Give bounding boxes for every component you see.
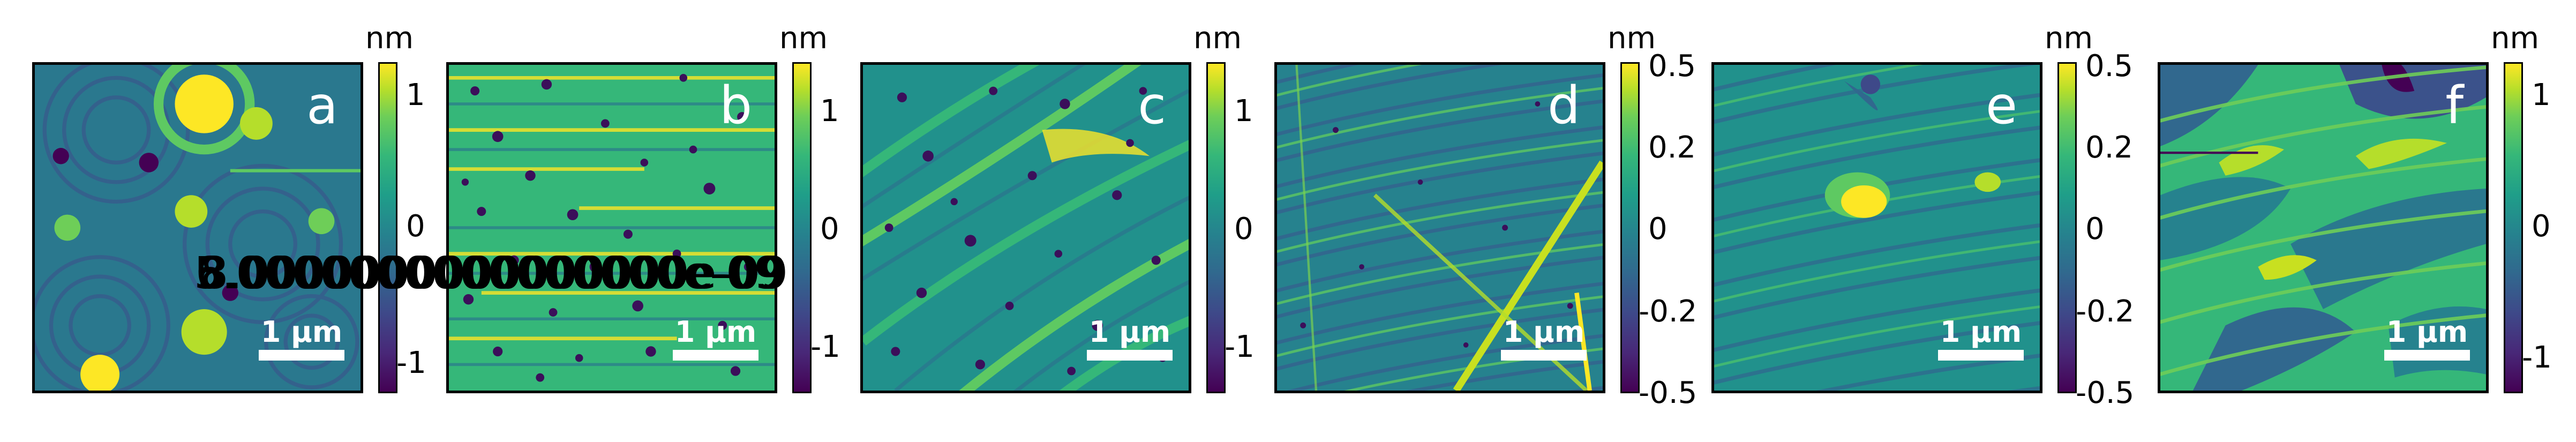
colorbar-tick: -1 — [2522, 340, 2552, 375]
scale-bar: 1 μm — [1087, 318, 1173, 361]
height-map-image — [1714, 65, 2040, 391]
colorbar-tick: -0.5 — [1639, 376, 1698, 410]
overlap-text-2: 3.0000000000000000e-09 — [197, 248, 785, 299]
colorbar-tick: -0.2 — [1639, 294, 1698, 329]
colorbar-tick: -1 — [810, 329, 840, 364]
colorbar-tick: -1 — [1225, 329, 1255, 364]
colorbar-unit: nm — [1193, 21, 1242, 56]
colorbar-unit: nm — [1608, 21, 1656, 56]
colorbar-tick: 1 — [1234, 94, 1253, 129]
scale-bar-label: 1 μm — [1503, 315, 1585, 349]
scale-bar-line — [259, 350, 344, 361]
colorbar-tick: 0 — [2085, 212, 2105, 246]
scale-bar-line — [1938, 350, 2024, 361]
colorbar-tick: 1 — [820, 94, 839, 129]
scale-bar: 1 μm — [673, 318, 758, 361]
colorbar-tick: 0 — [1234, 212, 1253, 246]
colorbar-tick: 0 — [2532, 209, 2551, 244]
scale-bar-label: 1 μm — [2386, 315, 2468, 349]
colorbar-tick: 0.2 — [1648, 130, 1696, 165]
colorbar-tick: 0 — [820, 212, 839, 246]
colorbar-b — [792, 62, 812, 393]
overlap-text-4: 6.0000000000000000e-09 — [196, 248, 784, 299]
scale-bar-line — [2384, 350, 2470, 361]
colorbar-c — [1206, 62, 1226, 393]
panel-label: a — [306, 76, 338, 136]
afm-panel-a: a 1 μm — [32, 62, 363, 393]
panel-label: f — [2445, 76, 2464, 136]
scale-bar-label: 1 μm — [260, 315, 343, 349]
scale-bar: 1 μm — [1501, 318, 1587, 361]
overlap-text-1: 5.0000000000000000e-09 — [194, 248, 782, 299]
scale-bar: 1 μm — [2384, 318, 2470, 361]
colorbar-tick: 1 — [406, 78, 425, 113]
scale-bar-line — [673, 350, 758, 361]
height-map-image — [1277, 65, 1603, 391]
colorbar-tick: -1 — [396, 346, 426, 380]
colorbar-tick: 1 — [2532, 78, 2551, 113]
overlap-text-3: 8.0000000000000000e-09 — [200, 248, 788, 299]
height-map-image — [35, 65, 361, 391]
colorbar-f — [2504, 62, 2523, 393]
scale-bar: 1 μm — [259, 318, 344, 361]
colorbar-unit: nm — [2045, 21, 2093, 56]
scale-bar: 1 μm — [1938, 318, 2024, 361]
colorbar-d — [1620, 62, 1640, 393]
afm-panel-e: e 1 μm — [1711, 62, 2042, 393]
afm-panel-d: d 1 μm — [1274, 62, 1605, 393]
scale-bar-label: 1 μm — [1088, 315, 1171, 349]
panel-label: b — [719, 76, 752, 136]
colorbar-unit: nm — [2491, 21, 2540, 56]
colorbar-tick: 0.2 — [2085, 130, 2134, 165]
scale-bar-line — [1501, 350, 1587, 361]
colorbar-tick: -0.5 — [2076, 376, 2135, 410]
colorbar-a — [378, 62, 397, 393]
height-map-image — [449, 65, 775, 391]
colorbar-e — [2057, 62, 2077, 393]
colorbar-unit: nm — [365, 21, 414, 56]
colorbar-unit: nm — [779, 21, 828, 56]
colorbar-tick: 0 — [1648, 212, 1668, 246]
afm-panel-c: c 1 μm — [860, 62, 1191, 393]
afm-panel-b: b 1 μm — [446, 62, 777, 393]
scale-bar-label: 1 μm — [1940, 315, 2022, 349]
scale-bar-label: 1 μm — [674, 315, 757, 349]
panel-label: c — [1138, 76, 1166, 136]
scale-bar-line — [1087, 350, 1173, 361]
panel-label: e — [1985, 76, 2017, 136]
height-map-image — [2160, 65, 2486, 391]
colorbar-tick: 0.5 — [2085, 49, 2134, 84]
colorbar-tick: 0.5 — [1648, 49, 1696, 84]
panel-label: d — [1548, 76, 1580, 136]
height-map-image — [863, 65, 1189, 391]
colorbar-tick: -0.2 — [2076, 294, 2135, 329]
colorbar-tick: 0 — [406, 209, 425, 244]
afm-panel-f: f 1 μm — [2158, 62, 2489, 393]
